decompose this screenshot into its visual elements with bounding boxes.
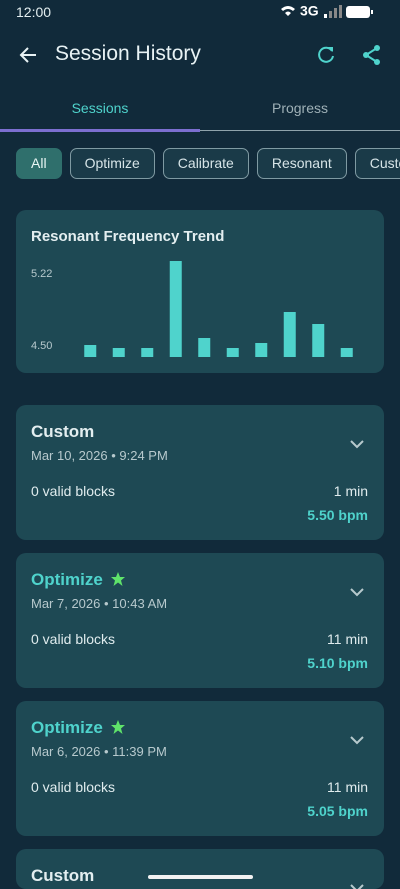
session-blocks: 0 valid blocks xyxy=(31,779,116,795)
chart-card: Resonant Frequency Trend 4.50 5.22 xyxy=(16,210,384,373)
chevron xyxy=(350,884,364,889)
bar xyxy=(169,261,182,357)
filter-chip[interactable]: Calibrate xyxy=(162,148,249,179)
session-duration: 11 min xyxy=(327,779,368,795)
star-icon xyxy=(110,572,125,586)
session-bpm: 5.10 bpm xyxy=(307,655,368,671)
session-card[interactable]: Optimize Mar 7, 2026 • 10:43 AM 0 valid bl… xyxy=(16,553,384,688)
session-type: Optimize xyxy=(31,718,125,738)
session-type: Custom xyxy=(31,866,95,885)
status-bar: 12:00 3G xyxy=(0,0,400,24)
expand-chevron[interactable] xyxy=(350,439,364,449)
clock: 12:00 xyxy=(16,4,52,20)
filter-row: AllOptimizeCalibrateResonantCustom xyxy=(16,148,400,180)
session-date: Mar 7, 2026 • 10:43 AM xyxy=(31,596,168,611)
expand-chevron[interactable] xyxy=(350,587,364,597)
share-button[interactable] xyxy=(361,44,383,66)
bar xyxy=(84,345,97,357)
refresh-button[interactable] xyxy=(315,44,337,66)
bar xyxy=(112,348,125,357)
network: 3G xyxy=(300,4,319,19)
filter-chip[interactable]: All xyxy=(16,148,62,179)
chevron xyxy=(350,736,364,745)
session-bpm: 5.50 bpm xyxy=(307,507,368,523)
filter-chip[interactable]: Custom xyxy=(354,148,400,179)
session-card[interactable]: Custom xyxy=(16,849,384,889)
session-type: Optimize xyxy=(31,570,125,590)
bar xyxy=(255,343,268,357)
expand-chevron[interactable] xyxy=(350,883,364,889)
star xyxy=(110,572,125,586)
chevron xyxy=(350,588,364,597)
tab[interactable]: Sessions xyxy=(71,100,129,116)
tab-indicator xyxy=(0,129,200,132)
filter-chip[interactable]: Resonant xyxy=(256,148,347,179)
status-icons: 3G xyxy=(281,4,373,19)
session-blocks: 0 valid blocks xyxy=(31,631,116,647)
filter-chip[interactable]: Optimize xyxy=(69,148,155,179)
session-date: Mar 6, 2026 • 11:39 PM xyxy=(31,744,167,759)
bar xyxy=(283,312,296,357)
expand-chevron[interactable] xyxy=(350,735,364,745)
bar xyxy=(312,324,325,357)
bar xyxy=(340,348,353,357)
session-card[interactable]: Optimize Mar 6, 2026 • 11:39 PM 0 valid bl… xyxy=(16,701,384,836)
star-icon xyxy=(110,720,125,734)
session-blocks: 0 valid blocks xyxy=(31,483,116,499)
session-duration: 11 min xyxy=(327,631,368,647)
y-tick-label: 4.50 xyxy=(31,340,52,352)
home-indicator xyxy=(148,875,253,879)
tab[interactable]: Progress xyxy=(271,100,329,116)
chart: Resonant Frequency Trend 4.50 5.22 xyxy=(31,228,353,357)
session-date: Mar 10, 2026 • 9:24 PM xyxy=(31,448,168,463)
star xyxy=(110,720,125,734)
session-duration: 1 min xyxy=(333,483,368,499)
bar xyxy=(226,348,239,357)
tab-divider xyxy=(0,130,400,131)
session-bpm: 5.05 bpm xyxy=(307,803,368,819)
chevron xyxy=(350,440,364,449)
y-tick-label: 5.22 xyxy=(31,268,52,280)
bar xyxy=(198,338,211,357)
chart-title: Resonant Frequency Trend xyxy=(31,228,224,245)
session-type: Custom xyxy=(31,422,95,441)
header-title: Session History xyxy=(55,42,201,65)
bar xyxy=(141,348,154,357)
back-button[interactable] xyxy=(18,45,38,65)
session-card[interactable]: Custom Mar 10, 2026 • 9:24 PM 0 valid bloc… xyxy=(16,405,384,540)
